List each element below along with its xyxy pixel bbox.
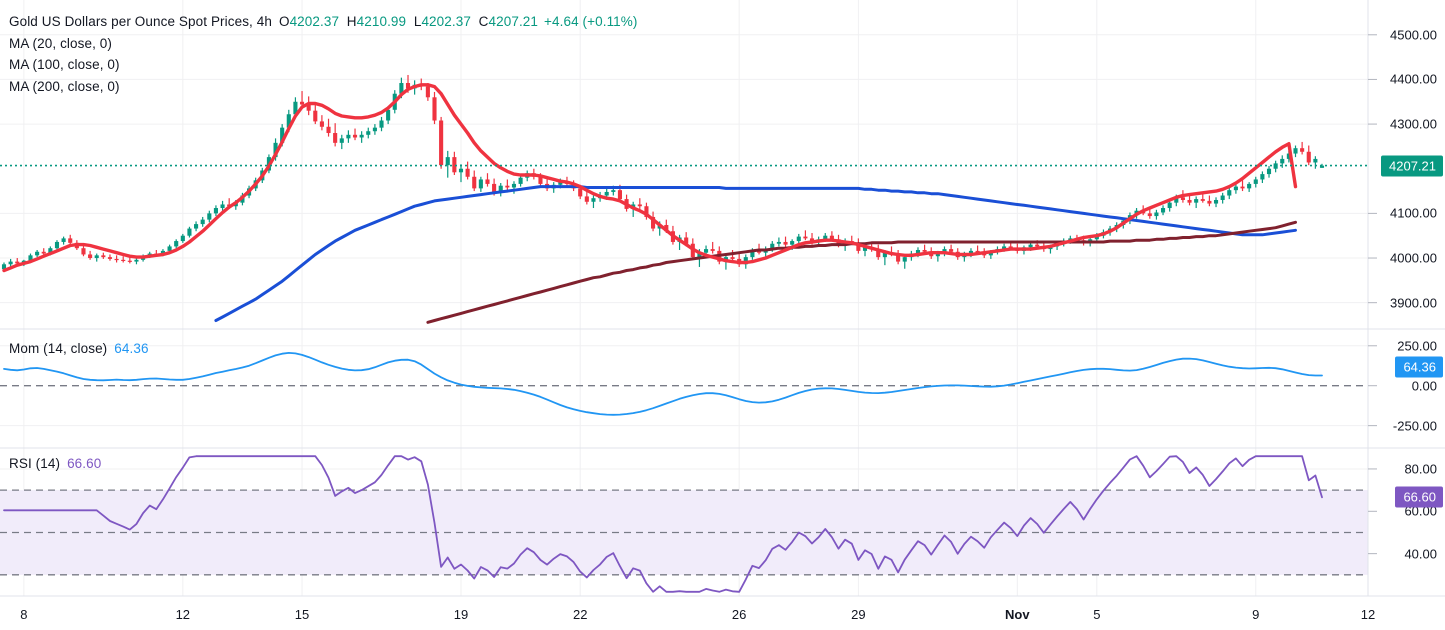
panel-separators <box>0 0 1445 597</box>
date-tick-8: 8 <box>20 607 28 622</box>
date-tick-26: 26 <box>731 607 747 622</box>
date-tick-15: 15 <box>294 607 310 622</box>
rsi-label: RSI (14) <box>9 456 61 471</box>
price-tick-4400-00: 4400.00 <box>1390 71 1437 87</box>
rsi-series <box>3 455 1323 593</box>
date-tick-12: 12 <box>175 607 191 622</box>
rsi-value-badge[interactable]: 66.60 <box>1395 486 1443 508</box>
rsi-tick-40-00: 40.00 <box>1404 546 1437 562</box>
low-key: L <box>413 14 422 29</box>
price-tick-4100-00: 4100.00 <box>1390 205 1437 221</box>
momentum-value: 64.36 <box>114 341 149 356</box>
right-price-axis[interactable]: 4500.00 4400.00 4300.00 4100.00 4000.00 3900.… <box>1368 0 1445 630</box>
momentum-series <box>0 352 1368 416</box>
low-value: 4202.37 <box>421 14 471 29</box>
momentum-tick-25000: -250.00 <box>1392 418 1437 434</box>
momentum-tick-25000: 250.00 <box>1397 338 1437 354</box>
open-key: O <box>278 14 290 29</box>
rsi-value: 66.60 <box>67 456 102 471</box>
ma-100-legend[interactable]: MA (100, close, 0) <box>9 57 120 72</box>
date-tick-22: 22 <box>572 607 588 622</box>
bottom-date-axis[interactable]: 8 12 15 19 22 26 29 Nov 5 9 12 <box>0 598 1375 630</box>
chart-title: Gold US Dollars per Ounce Spot Prices, 4… <box>9 14 272 29</box>
price-tick-4000-00: 4000.00 <box>1390 250 1437 266</box>
date-tick-9: 9 <box>1252 607 1260 622</box>
ma-20-legend[interactable]: MA (20, close, 0) <box>9 35 112 51</box>
price-change: +4.64 (+0.11%) <box>544 14 638 29</box>
high-value: 4210.99 <box>356 14 407 29</box>
rsi-legend[interactable]: RSI (14) 66.60 <box>9 456 101 471</box>
close-value: 4207.21 <box>488 14 539 29</box>
price-tick-4500-00: 4500.00 <box>1390 27 1437 43</box>
momentum-value-badge[interactable]: 64.36 <box>1395 356 1443 378</box>
price-tick-4300-00: 4300.00 <box>1390 116 1437 132</box>
rsi-tick-80-00: 80.00 <box>1404 461 1437 477</box>
ohlc-values: O4202.37 H4210.99 L4202.37 C4207.21 <box>279 14 538 29</box>
open-value: 4202.37 <box>289 14 340 29</box>
momentum-legend[interactable]: Mom (14, close) 64.36 <box>9 341 149 356</box>
date-tick-29: 29 <box>851 607 866 622</box>
date-tick-nov: Nov <box>1005 607 1030 622</box>
current-price-badge[interactable]: 4207.21 <box>1381 155 1443 176</box>
high-key: H <box>346 14 357 29</box>
price-legend: Gold US Dollars per Ounce Spot Prices, 4… <box>9 11 637 97</box>
momentum-label: Mom (14, close) <box>9 341 108 356</box>
date-tick-19: 19 <box>453 607 469 622</box>
date-tick-5: 5 <box>1093 607 1101 622</box>
date-tick-12: 12 <box>1360 607 1376 622</box>
rsi-band <box>0 489 1368 576</box>
close-key: C <box>478 14 489 29</box>
ma-200-legend[interactable]: MA (200, close, 0) <box>9 78 120 94</box>
momentum-tick-000: 0.00 <box>1411 378 1437 394</box>
legend-title-row: Gold US Dollars per Ounce Spot Prices, 4… <box>9 11 637 33</box>
price-tick-3900-00: 3900.00 <box>1390 295 1437 311</box>
moving-average-lines <box>2 83 1298 324</box>
